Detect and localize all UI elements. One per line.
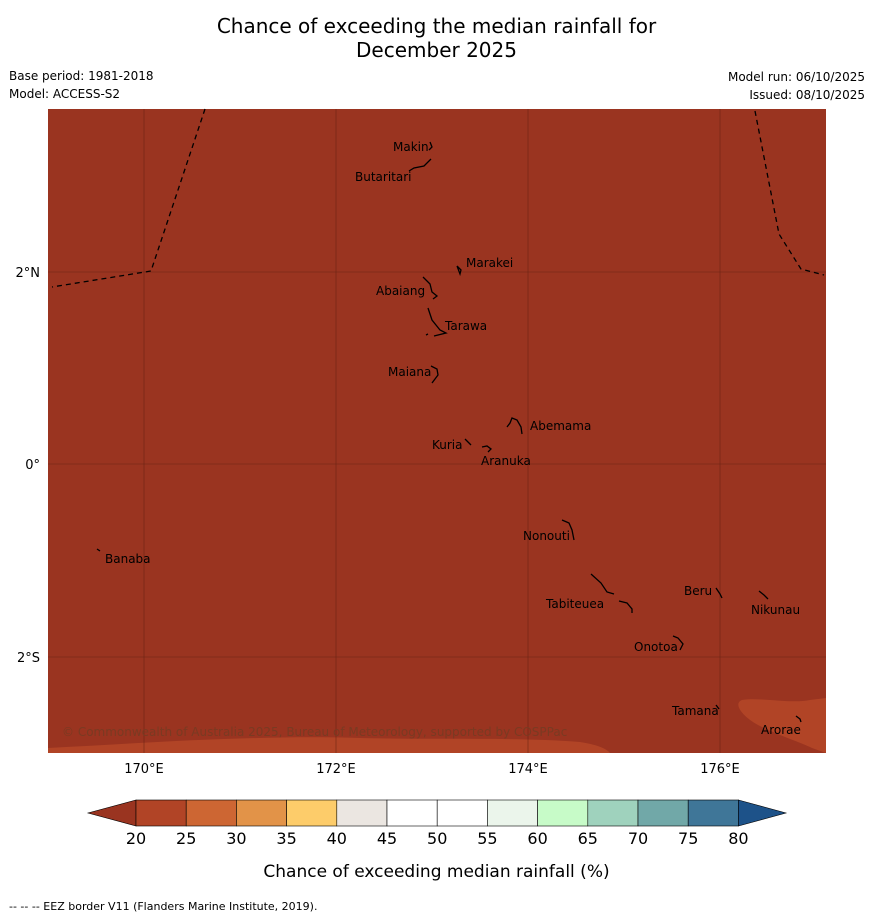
model-name: Model: ACCESS-S2 [9,87,121,101]
place-label-abaiang: Abaiang [376,284,425,298]
colorbar-swatch [236,799,287,827]
colorbar: 20 25 30 35 40 45 50 55 60 65 70 75 80 [86,799,788,848]
longitude-label: 170°E [124,762,164,777]
latitude-label: 0° [25,458,40,473]
colorbar-over-arrow [738,799,788,827]
model-run-date: Model run: 06/10/2025 [727,70,865,84]
colorbar-swatch [286,799,338,827]
colorbar-tick-label: 70 [628,829,648,848]
issued-date: Issued: 08/10/2025 [749,88,865,102]
lighter-rainfall-region [738,698,826,753]
place-label-aranuka: Aranuka [481,454,531,468]
map-title-line-1: Chance of exceeding the median rainfall … [216,14,657,38]
place-label-marakei: Marakei [466,256,513,270]
colorbar-swatch [637,799,689,827]
latitude-label: 2°S [17,651,40,666]
colorbar-tick-label: 45 [377,829,397,848]
colorbar-label: Chance of exceeding median rainfall (%) [263,862,610,882]
place-label-makin: Makin [393,140,429,154]
colorbar-swatch [587,799,639,827]
place-label-maiana: Maiana [388,365,431,379]
colorbar-swatch [487,799,538,827]
place-label-abemama: Abemama [530,419,591,433]
colorbar-tick-label: 30 [226,829,246,848]
colorbar-swatch [336,799,388,827]
place-label-onotoa: Onotoa [634,640,678,654]
colorbar-tick-label: 80 [728,829,748,848]
place-label-tarawa: Tarawa [444,319,487,333]
place-label-kuria: Kuria [432,438,463,452]
colorbar-tick-label: 50 [427,829,447,848]
base-period: Base period: 1981-2018 [9,69,154,83]
colorbar-tick-label: 40 [327,829,347,848]
colorbar-tick-label: 75 [678,829,698,848]
island-outlines [96,141,802,723]
place-label-nonouti: Nonouti [523,529,570,543]
lighter-rainfall-region [48,737,610,753]
colorbar-swatch [687,799,739,827]
colorbar-swatch [436,799,488,827]
colorbar-under-arrow [86,799,137,827]
place-label-butaritari: Butaritari [355,170,412,184]
place-label-tamana: Tamana [671,704,719,718]
colorbar-tick-label: 25 [176,829,196,848]
colorbar-swatch [386,799,438,827]
place-label-nikunau: Nikunau [751,603,800,617]
colorbar-swatch [135,799,187,827]
place-label-beru: Beru [684,584,712,598]
copyright-notice: © Commonwealth of Australia 2025, Bureau… [62,725,567,739]
latitude-label: 2°N [16,266,41,281]
longitude-label: 172°E [316,762,356,777]
colorbar-tick-label: 65 [578,829,598,848]
map-background [48,109,826,753]
place-label-tabiteuea: Tabiteuea [545,597,604,611]
eez-footnote: -- -- -- EEZ border V11 (Flanders Marine… [9,900,318,913]
colorbar-tick-label: 55 [477,829,497,848]
longitude-label: 174°E [508,762,548,777]
graticule [48,109,826,753]
eez-border [51,108,825,288]
colorbar-tick-label: 35 [276,829,296,848]
place-label-arorae: Arorae [761,723,801,737]
colorbar-tick-label: 20 [126,829,146,848]
place-label-banaba: Banaba [105,552,151,566]
colorbar-swatch [537,799,589,827]
colorbar-swatch [185,799,237,827]
colorbar-tick-label: 60 [527,829,547,848]
longitude-label: 176°E [700,762,740,777]
map-title-line-2: December 2025 [356,38,517,62]
